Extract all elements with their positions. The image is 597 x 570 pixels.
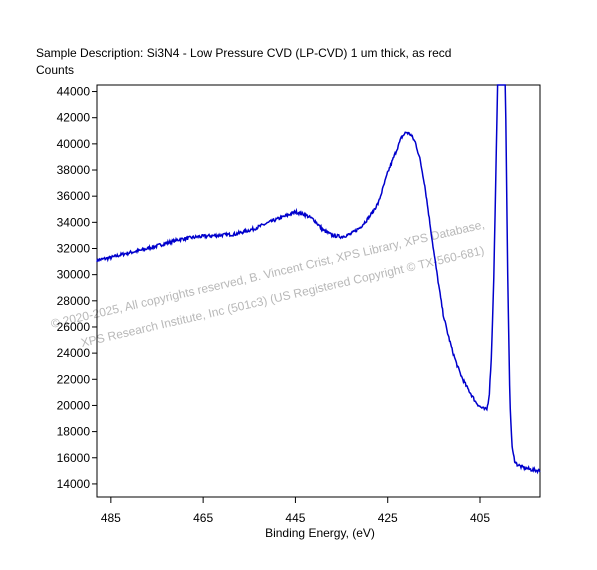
y-tick-label: 22000: [57, 372, 91, 386]
y-tick-label: 14000: [57, 477, 91, 491]
sample-description: Sample Description: Si3N4 - Low Pressure…: [36, 46, 452, 60]
x-axis-label: Binding Energy, (eV): [265, 526, 375, 540]
y-tick-label: 36000: [57, 189, 91, 203]
y-axis: 14000 16000 18000 20000 22000 24000 26000 28000…: [57, 85, 97, 491]
y-tick-label: 24000: [57, 346, 91, 360]
plot-frame: [96, 84, 541, 498]
y-tick-label: 26000: [57, 320, 91, 334]
x-axis: 485 465 445 425 405: [101, 497, 490, 525]
x-tick-label: 425: [378, 511, 398, 525]
y-tick-label: 32000: [57, 241, 91, 255]
spectrum-line: [96, 84, 541, 475]
y-tick-label: 44000: [57, 85, 91, 99]
x-tick-label: 465: [193, 511, 213, 525]
y-tick-label: 20000: [57, 398, 91, 412]
x-tick-label: 405: [470, 511, 490, 525]
y-axis-label: Counts: [36, 63, 75, 77]
y-tick-label: 28000: [57, 294, 91, 308]
y-tick-label: 40000: [57, 137, 91, 151]
y-tick-label: 16000: [57, 451, 91, 465]
x-tick-label: 445: [285, 511, 305, 525]
x-tick-label: 485: [101, 511, 121, 525]
y-tick-label: 38000: [57, 163, 91, 177]
y-tick-label: 42000: [57, 111, 91, 125]
y-tick-label: 18000: [57, 425, 91, 439]
y-tick-label: 30000: [57, 268, 91, 282]
y-tick-label: 34000: [57, 215, 91, 229]
watermark-line-1: © 2020-2025, All copyrights reserved, B.…: [50, 217, 486, 331]
copyright-watermark: © 2020-2025, All copyrights reserved, B.…: [50, 217, 486, 350]
